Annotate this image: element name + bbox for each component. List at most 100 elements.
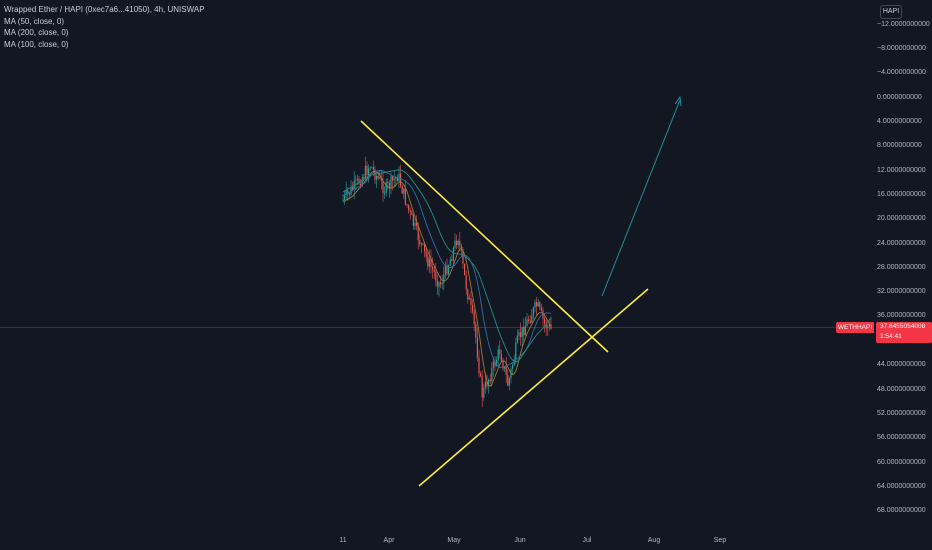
- time-tick-label: Apr: [383, 537, 395, 544]
- candle-body: [491, 368, 493, 381]
- candle-body: [452, 247, 454, 261]
- candle-body: [446, 265, 448, 275]
- candle-body: [384, 192, 386, 194]
- candle-body: [534, 302, 536, 308]
- candle-body: [393, 178, 395, 181]
- chart-area[interactable]: [0, 0, 874, 530]
- candle-body: [484, 381, 486, 388]
- candle-body: [499, 349, 501, 355]
- ma-200-line: [342, 169, 552, 363]
- candle-body: [412, 214, 414, 226]
- time-tick-label: May: [447, 537, 461, 544]
- price-tick-label: 60.0000000000: [877, 459, 926, 466]
- candle-body: [420, 243, 422, 245]
- candle-body: [520, 332, 522, 338]
- candle-body: [465, 275, 467, 290]
- candle-body: [492, 361, 494, 369]
- candle-body: [406, 204, 408, 206]
- candle-body: [348, 193, 350, 195]
- candle-body: [440, 282, 442, 285]
- candle-body: [542, 310, 544, 319]
- candle-body: [428, 258, 430, 267]
- price-tick-label: 32.0000000000: [877, 288, 926, 295]
- candle-body: [494, 361, 496, 366]
- candle-body: [462, 251, 464, 264]
- candle-body: [355, 179, 357, 181]
- projection-arrow[interactable]: [601, 99, 681, 297]
- price-tick-label: 52.0000000000: [877, 410, 926, 417]
- candle-body: [489, 379, 491, 381]
- candle-body: [512, 365, 514, 369]
- candle-body: [540, 307, 542, 311]
- time-axis[interactable]: [0, 530, 874, 550]
- chart-legend: Wrapped Ether / HAPI (0xec7a6...41050), …: [4, 4, 205, 50]
- symbol-title[interactable]: Wrapped Ether / HAPI (0xec7a6...41050), …: [4, 5, 205, 14]
- price-tick-label: 36.0000000000: [877, 312, 926, 319]
- candle-body: [443, 274, 445, 284]
- candle-body: [500, 354, 502, 362]
- candle-body: [368, 168, 370, 175]
- candle-body: [451, 259, 453, 261]
- candle-body: [425, 251, 427, 257]
- price-tick-label: 28.0000000000: [877, 264, 926, 271]
- lower-trendline[interactable]: [418, 288, 649, 487]
- price-tick-label: 16.0000000000: [877, 191, 926, 198]
- candle-body: [438, 282, 440, 287]
- bar-countdown: 1:54:41: [880, 333, 902, 340]
- candle-body: [363, 177, 365, 179]
- candle-body: [408, 204, 410, 211]
- price-chart[interactable]: [0, 0, 874, 530]
- price-axis[interactable]: [874, 0, 932, 550]
- candle-body: [488, 379, 490, 387]
- candle-body: [464, 263, 466, 276]
- candle-body: [545, 323, 547, 329]
- upper-trendline[interactable]: [360, 120, 609, 353]
- ma-100-line: [342, 169, 552, 369]
- currency-unit-button[interactable]: HAPI: [880, 5, 902, 19]
- candle-body: [478, 357, 480, 374]
- candle-body: [497, 349, 499, 361]
- candle-body: [521, 326, 523, 338]
- candle-body: [504, 366, 506, 369]
- candle-body: [409, 210, 411, 212]
- candle-body: [432, 266, 434, 270]
- candle-body: [371, 167, 373, 169]
- candle-body: [344, 194, 346, 200]
- price-tick-label: −12.0000000000: [877, 21, 930, 28]
- candle-body: [435, 272, 437, 281]
- ma-100-legend[interactable]: MA (100, close, 0): [4, 39, 69, 49]
- candle-body: [417, 225, 419, 241]
- price-tick-label: 68.0000000000: [877, 507, 926, 514]
- candle-body: [526, 319, 528, 327]
- candle-body: [449, 259, 451, 266]
- ma-50-legend[interactable]: MA (50, close, 0): [4, 16, 65, 26]
- candle-body: [404, 188, 406, 205]
- candle-body: [548, 324, 550, 327]
- candle-body: [379, 177, 381, 179]
- candle-body: [422, 243, 424, 245]
- candle-body: [352, 186, 354, 190]
- candle-body: [476, 337, 478, 358]
- candle-body: [400, 173, 402, 186]
- candle-body: [361, 177, 363, 186]
- candle-body: [539, 302, 541, 308]
- candle-body: [515, 342, 517, 360]
- candle-body: [374, 169, 376, 180]
- candle-body: [513, 359, 515, 366]
- candle-body: [529, 320, 531, 323]
- candle-body: [416, 222, 418, 226]
- price-tick-label: 64.0000000000: [877, 483, 926, 490]
- candle-body: [505, 366, 507, 375]
- candle-body: [360, 183, 362, 186]
- candle-body: [398, 173, 400, 182]
- candle-body: [366, 166, 368, 175]
- candle-body: [380, 177, 382, 181]
- candle-body: [387, 181, 389, 183]
- candle-body: [454, 240, 456, 248]
- candle-body: [436, 280, 438, 287]
- candle-body: [396, 177, 398, 182]
- candle-body: [456, 240, 458, 246]
- ma-200-legend[interactable]: MA (200, close, 0): [4, 28, 69, 37]
- candle-body: [433, 269, 435, 273]
- candle-body: [531, 316, 533, 323]
